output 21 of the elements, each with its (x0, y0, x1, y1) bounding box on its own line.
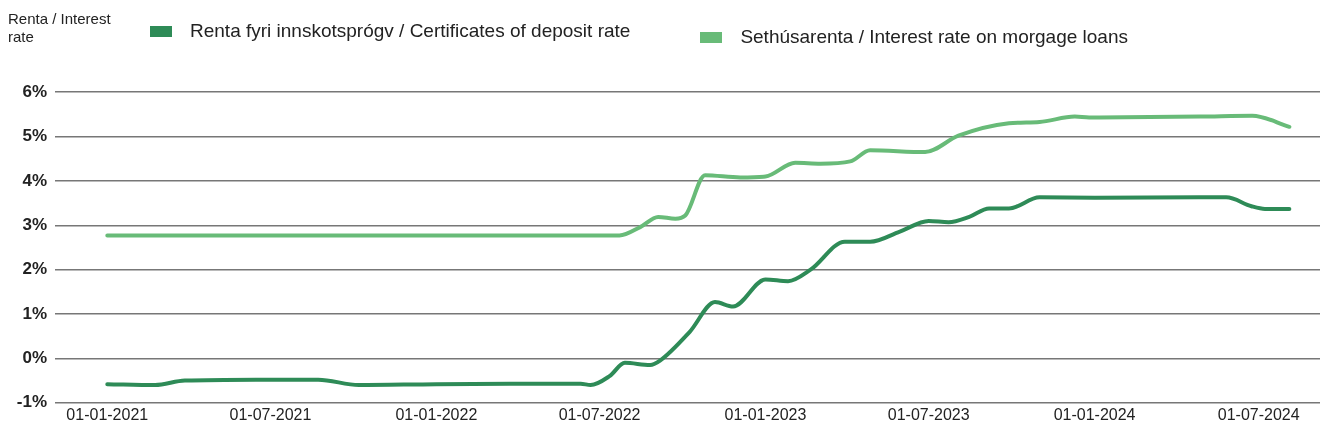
y-tick-label: 4% (22, 170, 47, 190)
y-axis-title: Renta / Interest rate (8, 10, 112, 46)
y-tick-label: 0% (22, 348, 47, 368)
legend-label: Sethúsarenta / Interest rate on morgage loans (740, 26, 1129, 48)
x-tick-label: 01-01-2022 (395, 405, 478, 423)
y-tick-label: 5% (22, 126, 47, 146)
x-tick-label: 01-01-2024 (1053, 405, 1136, 423)
x-tick-label: 01-01-2023 (724, 405, 807, 423)
line-series (105, 113, 1292, 238)
y-tick-label: 2% (22, 259, 47, 279)
x-tick-label: 01-01-2021 (66, 405, 149, 423)
y-tick-label: 3% (22, 215, 47, 234)
legend-label: Renta fyri innskotsprógv / Certificates of deposit rate (190, 20, 631, 42)
y-tick-label: 6% (22, 81, 47, 101)
x-tick-label: 01-07-2022 (558, 405, 641, 423)
x-tick-label: 01-07-2023 (887, 405, 970, 423)
y-tick-label: -1% (16, 392, 47, 412)
line-series (105, 195, 1292, 388)
x-tick-label: 01-07-2024 (1217, 405, 1300, 423)
y-tick-label: 1% (22, 303, 47, 323)
x-tick-label: 01-07-2021 (229, 405, 312, 423)
